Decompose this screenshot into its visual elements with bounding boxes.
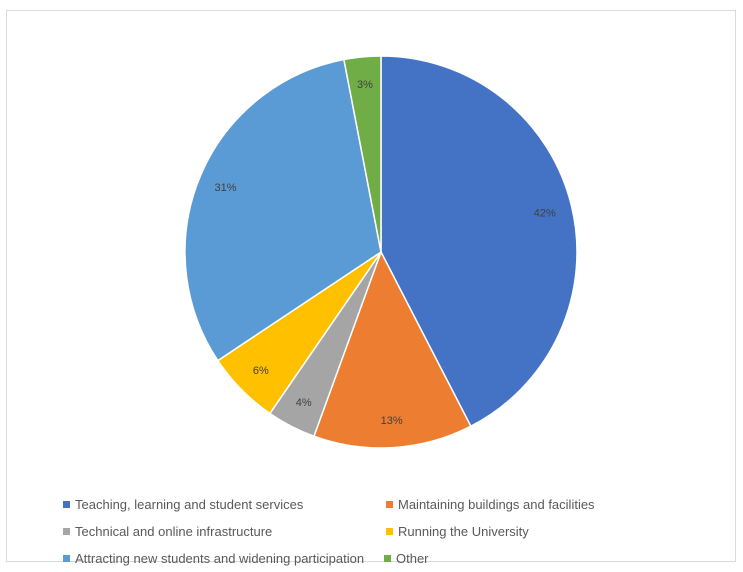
pie-slice-teaching — [380, 55, 578, 428]
data-label-maintaining: 13% — [381, 415, 403, 427]
legend-item-attracting: Attracting new students and widening par… — [63, 551, 364, 566]
legend-label: Maintaining buildings and facilities — [398, 497, 595, 512]
legend-item-running: Running the University — [386, 524, 529, 539]
legend-label: Technical and online infrastructure — [75, 524, 273, 539]
legend-label: Teaching, learning and student services — [75, 497, 304, 512]
pie-chart: 42% 13% 4% 6% 31% 3% — [184, 55, 578, 449]
legend-label: Other — [396, 551, 429, 566]
legend-item-other: Other — [384, 551, 429, 566]
legend-label: Attracting new students and widening par… — [75, 551, 365, 566]
data-label-technical: 4% — [296, 397, 312, 409]
data-label-attracting: 31% — [215, 182, 237, 194]
legend-swatch — [63, 555, 70, 562]
legend-swatch — [386, 501, 393, 508]
pie-slice-other — [343, 55, 382, 253]
data-label-running: 6% — [253, 365, 269, 377]
pie-slice-maintaining — [313, 250, 472, 449]
chart-frame: 42% 13% 4% 6% 31% 3% Teaching, learning and s… — [6, 10, 736, 566]
data-label-teaching: 42% — [534, 207, 556, 219]
legend-swatch — [386, 528, 393, 535]
legend-item-technical: Technical and online infrastructure — [63, 524, 272, 539]
data-label-other: 3% — [357, 79, 373, 91]
legend-item-teaching: Teaching, learning and student services — [63, 497, 303, 512]
legend-swatch — [63, 528, 70, 535]
legend-swatch — [384, 555, 391, 562]
legend-label: Running the University — [398, 524, 529, 539]
pie-slice-attracting — [184, 58, 382, 362]
legend-swatch — [63, 501, 70, 508]
legend-item-maintaining: Maintaining buildings and facilities — [386, 497, 595, 512]
